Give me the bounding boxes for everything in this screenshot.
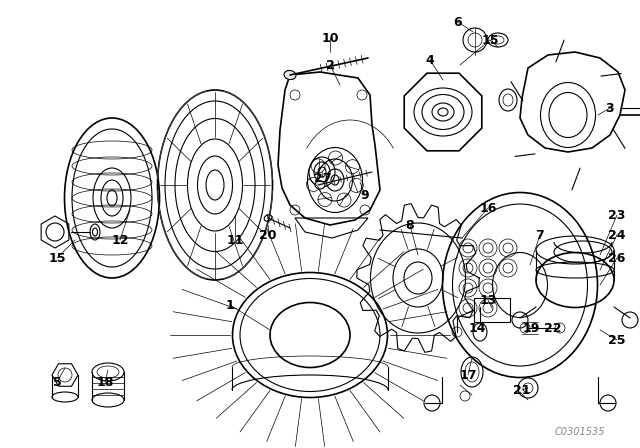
Text: 7: 7 bbox=[536, 228, 545, 241]
Ellipse shape bbox=[284, 70, 296, 80]
Text: 25: 25 bbox=[608, 333, 626, 346]
Text: 27: 27 bbox=[314, 172, 332, 185]
Text: 1: 1 bbox=[226, 298, 234, 311]
Text: 19: 19 bbox=[522, 322, 540, 335]
Text: 24: 24 bbox=[608, 228, 626, 241]
Bar bbox=[474, 298, 510, 322]
Text: 21: 21 bbox=[513, 383, 531, 396]
Text: 18: 18 bbox=[96, 375, 114, 388]
Text: 2: 2 bbox=[326, 59, 334, 72]
Text: 16: 16 bbox=[479, 202, 497, 215]
Ellipse shape bbox=[315, 181, 325, 189]
Text: 15: 15 bbox=[48, 251, 66, 264]
Text: 15: 15 bbox=[481, 34, 499, 47]
Text: 12: 12 bbox=[111, 233, 129, 246]
Text: 22: 22 bbox=[544, 322, 562, 335]
Text: 5: 5 bbox=[52, 375, 61, 388]
Text: 9: 9 bbox=[361, 189, 369, 202]
Text: 11: 11 bbox=[227, 233, 244, 246]
Text: 17: 17 bbox=[460, 369, 477, 382]
Text: 3: 3 bbox=[605, 102, 614, 115]
Text: 8: 8 bbox=[406, 219, 414, 232]
Text: 20: 20 bbox=[259, 228, 276, 241]
Text: C0301535: C0301535 bbox=[555, 427, 605, 437]
Text: 14: 14 bbox=[468, 322, 486, 335]
Text: 4: 4 bbox=[426, 53, 435, 66]
Text: 23: 23 bbox=[608, 208, 626, 221]
Text: 6: 6 bbox=[454, 16, 462, 29]
Text: 26: 26 bbox=[608, 251, 626, 264]
Text: 10: 10 bbox=[321, 31, 339, 44]
Text: 13: 13 bbox=[479, 293, 497, 306]
